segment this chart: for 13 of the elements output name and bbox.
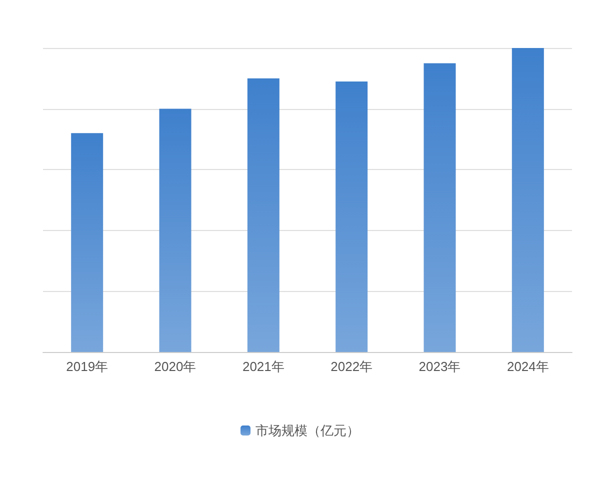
legend-label: 市场规模（亿元）: [256, 423, 360, 438]
x-tick-label: 2024年: [506, 359, 549, 374]
bar: [247, 78, 280, 352]
x-tick-label: 2020年: [154, 359, 196, 374]
x-tick-label: 2021年: [242, 359, 284, 374]
bar: [71, 133, 104, 352]
x-tick-label: 2019年: [66, 359, 108, 374]
x-tick-label: 2023年: [418, 359, 461, 374]
bar: [336, 81, 368, 352]
x-tick-label: 2022年: [330, 359, 373, 374]
bar: [424, 63, 456, 352]
bar: [512, 48, 544, 352]
bar: [159, 108, 192, 352]
